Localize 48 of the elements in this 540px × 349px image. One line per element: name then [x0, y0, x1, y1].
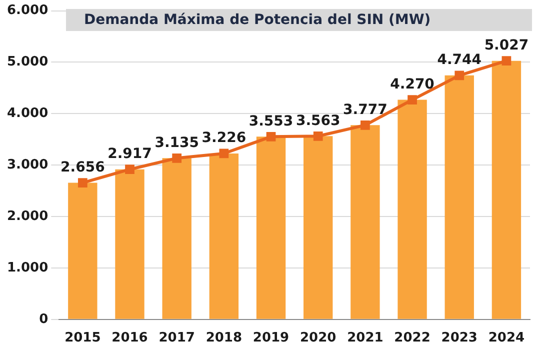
- point: [408, 95, 417, 104]
- x-tick-label: 2023: [441, 330, 478, 346]
- x-tick-label: 2020: [300, 330, 336, 346]
- bar: [492, 60, 522, 319]
- x-tick-label: 2018: [206, 330, 242, 346]
- y-tick-label: 1.000: [6, 260, 48, 276]
- y-tick-label: 3.000: [6, 157, 48, 172]
- bar: [256, 136, 286, 319]
- point: [454, 70, 464, 80]
- point: [172, 153, 182, 163]
- data-label: 3.563: [296, 112, 340, 129]
- y-tick-label: 2.000: [6, 208, 48, 224]
- x-tick-label: 2019: [252, 330, 290, 346]
- x-tick-label: 2016: [112, 330, 148, 346]
- bar: [68, 182, 98, 319]
- x-tick-label: 2024: [488, 330, 525, 346]
- y-tick-label: 0: [39, 312, 48, 327]
- x-tick-label: 2022: [394, 330, 430, 346]
- point: [313, 131, 323, 141]
- bar: [209, 153, 239, 319]
- y-tick-label: 6.000: [6, 3, 48, 18]
- point: [360, 120, 370, 130]
- point: [266, 132, 276, 142]
- data-label: 4.744: [437, 52, 482, 68]
- data-label: 3.135: [154, 134, 199, 151]
- data-label: 2.917: [108, 146, 152, 162]
- chart-title: Demanda Máxima de Potencia del SIN (MW): [84, 11, 431, 30]
- bar: [398, 100, 427, 319]
- bar: [350, 125, 380, 319]
- data-label: 3.553: [248, 113, 294, 130]
- x-tick-label: 2021: [347, 330, 384, 346]
- point: [502, 56, 512, 66]
- x-tick-label: 2017: [158, 330, 195, 346]
- point: [78, 178, 88, 188]
- bar: [115, 169, 144, 319]
- y-tick-label: 5.000: [6, 54, 48, 70]
- x-tick-label: 2015: [64, 330, 101, 346]
- data-label: 5.027: [484, 37, 529, 54]
- bar: [444, 75, 474, 319]
- data-label: 4.270: [390, 76, 435, 92]
- y-tick-label: 4.000: [6, 106, 48, 122]
- point: [125, 164, 134, 174]
- point: [219, 148, 229, 158]
- data-label: 3.226: [202, 130, 246, 146]
- data-label: 3.777: [343, 102, 388, 118]
- bar: [304, 136, 333, 319]
- data-label: 2.656: [60, 159, 105, 176]
- bar: [162, 158, 192, 319]
